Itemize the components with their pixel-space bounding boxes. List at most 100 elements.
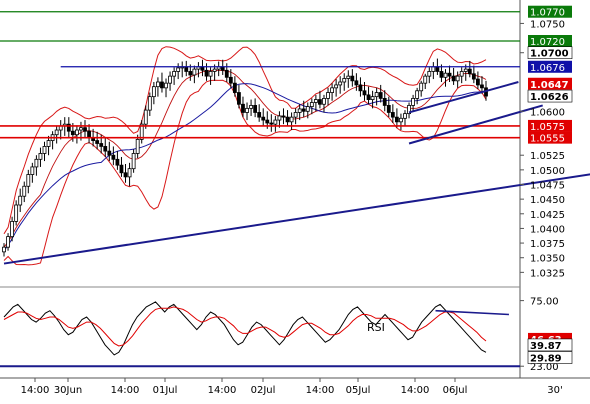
rsi-value-tag-label: 39.87 (530, 341, 562, 352)
candle-body (212, 68, 217, 72)
candle-body (95, 140, 100, 144)
candle-body (427, 71, 432, 77)
candle-body (366, 94, 371, 100)
time-tick-label: 14:00 (208, 385, 237, 396)
candle-body (164, 82, 168, 89)
rsi-tick-label: 75.00 (530, 297, 559, 308)
candle-body (70, 130, 75, 136)
candle-body (10, 220, 15, 238)
rsi-value-tag-box (527, 351, 573, 364)
candle-body (285, 116, 290, 123)
level-tag-1-0575 (528, 119, 572, 132)
candle-body (346, 75, 351, 79)
time-tick-label: 14:00 (21, 385, 50, 396)
candle-body (42, 146, 47, 154)
candle-body (224, 69, 229, 78)
candle-body (322, 98, 326, 105)
candle-body (228, 76, 233, 84)
candle-body (22, 185, 27, 197)
candle-body (265, 119, 270, 124)
price-tick-label: 1.0600 (530, 107, 565, 118)
level-tag-1-0720 (528, 35, 572, 47)
candle-body (301, 108, 306, 112)
time-tick-label: 30Jun (54, 385, 82, 396)
level-tag-1-0770 (528, 5, 572, 18)
candle-body (87, 130, 91, 139)
candle-body (399, 117, 403, 123)
bollinger-upper-line (3, 46, 487, 235)
candle-body (54, 129, 59, 136)
rsi-tick-label: 23.00 (530, 362, 559, 373)
candle-body (261, 116, 266, 121)
candle-body (439, 71, 444, 78)
candle-body (99, 143, 104, 147)
candle-body (370, 96, 375, 100)
candle-body (318, 99, 322, 105)
candle-body (354, 80, 359, 86)
rsi-value-tag-box (527, 338, 573, 352)
candle-body (342, 78, 347, 83)
price-tick-label: 1.0750 (530, 19, 565, 30)
candle-body (378, 92, 383, 99)
candle-body (297, 108, 302, 113)
candle-body (46, 140, 51, 147)
candle-body (269, 122, 274, 125)
candle-body (103, 146, 108, 152)
candle-body (139, 123, 144, 140)
candle-body (241, 103, 245, 113)
candle-body (232, 82, 237, 93)
candle-body (111, 154, 116, 160)
price-tag-label: 1.0700 (530, 49, 569, 60)
candle-body (123, 172, 128, 178)
candle-body (305, 106, 310, 112)
candles-group (2, 58, 488, 257)
price-tick-label: 1.0500 (530, 166, 565, 177)
time-tick-label: 14:00 (111, 385, 140, 396)
price-tick-label: 1.0450 (530, 195, 565, 206)
level-label: 1.0676 (530, 63, 565, 74)
trendline-long-term-uptrend (3, 173, 590, 265)
candle-body (293, 112, 298, 118)
candle-body (447, 72, 452, 77)
candle-body (2, 246, 6, 253)
candle-body (467, 68, 472, 75)
level-label: 1.0770 (530, 8, 565, 19)
price-tick-label: 1.0525 (530, 151, 565, 162)
candle-body (277, 115, 282, 121)
rsi-line (3, 301, 487, 356)
candle-body (289, 116, 294, 123)
candle-body (172, 71, 177, 77)
candle-body (34, 158, 39, 168)
candle-body (257, 112, 262, 118)
rsi-label: RSI (367, 321, 385, 334)
candle-body (168, 75, 172, 84)
candle-body (18, 195, 23, 206)
candle-body (208, 71, 213, 77)
price-tick-label: 1.0325 (530, 268, 565, 279)
rsi-signal-line (3, 306, 487, 347)
candle-body (147, 96, 152, 111)
candle-body (143, 109, 148, 125)
candle-body (6, 236, 10, 248)
level-tag-1-0555 (528, 131, 572, 144)
candle-body (394, 116, 399, 123)
price-tick-label: 1.0350 (530, 254, 565, 265)
candle-body (459, 71, 464, 77)
price-tag-label: 1.0647 (530, 80, 569, 91)
candle-body (313, 99, 318, 103)
bollinger-lower-line (3, 79, 487, 266)
level-label: 1.0575 (530, 122, 565, 133)
candle-body (127, 168, 132, 178)
candle-body (151, 86, 156, 98)
candle-body (403, 113, 407, 119)
candle-body (350, 75, 355, 82)
time-tick-label: 30' (547, 385, 562, 396)
candle-body (463, 68, 468, 72)
candle-body (475, 78, 480, 86)
level-label: 1.0555 (530, 134, 565, 145)
candle-body (245, 107, 249, 113)
candle-body (131, 153, 136, 170)
candle-body (358, 84, 363, 92)
candle-body (334, 84, 339, 89)
